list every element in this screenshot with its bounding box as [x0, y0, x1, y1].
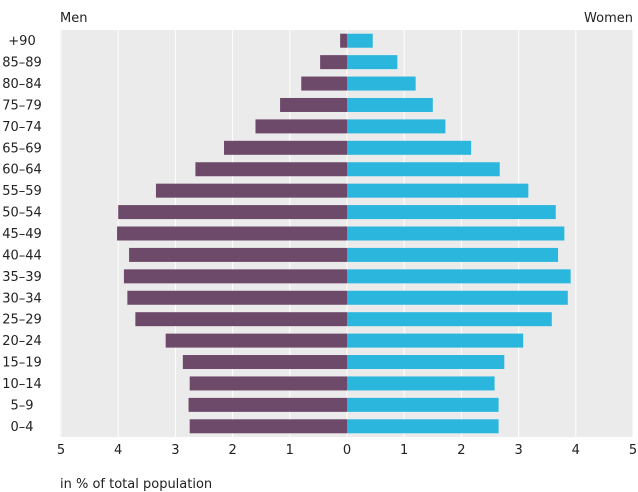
- bar-men: [224, 140, 347, 155]
- bar-women: [347, 162, 500, 177]
- x-tick-labels: 5 4 3 2 1 0 1 2 3 4 5: [57, 443, 637, 458]
- category-label: 35–39: [2, 270, 42, 285]
- x-tick-label: 2: [228, 443, 236, 458]
- bar-women: [347, 55, 398, 70]
- bar-men: [123, 269, 347, 284]
- bar-women: [347, 333, 524, 348]
- women-label: Women: [584, 11, 633, 26]
- category-label: 55–59: [2, 184, 42, 199]
- category-label: 75–79: [2, 98, 42, 113]
- x-axis-label: in % of total population: [60, 477, 212, 492]
- bar-men: [155, 183, 347, 198]
- category-label: 85–89: [2, 56, 42, 71]
- x-tick-label: 0: [343, 443, 351, 458]
- bar-men: [118, 205, 347, 220]
- bar-men: [129, 247, 347, 262]
- bar-men: [117, 226, 347, 241]
- bar-women: [347, 76, 416, 91]
- category-label: +90: [8, 34, 35, 49]
- x-tick-label: 1: [286, 443, 294, 458]
- category-label: 30–34: [2, 291, 42, 306]
- bar-men: [189, 419, 347, 434]
- category-label: 70–74: [2, 120, 42, 135]
- bar-men: [280, 97, 347, 112]
- bar-men: [127, 290, 348, 305]
- bar-women: [347, 397, 499, 412]
- bars: [117, 33, 571, 434]
- x-tick-label: 5: [57, 443, 65, 458]
- bar-women: [347, 97, 433, 112]
- x-tick-label: 4: [572, 443, 580, 458]
- x-tick-label: 3: [514, 443, 522, 458]
- category-label: 5–9: [10, 398, 33, 413]
- bar-men: [182, 355, 347, 370]
- bar-men: [255, 119, 347, 134]
- category-label: 0–4: [10, 420, 33, 435]
- bar-men: [340, 33, 347, 48]
- bar-women: [347, 205, 556, 220]
- bar-women: [347, 312, 552, 327]
- category-label: 50–54: [2, 206, 42, 221]
- bar-women: [347, 419, 499, 434]
- category-label: 20–24: [2, 334, 42, 349]
- category-label: 40–44: [2, 248, 42, 263]
- bar-women: [347, 247, 559, 262]
- category-label: 65–69: [2, 141, 42, 156]
- bar-men: [320, 55, 347, 70]
- category-label: 45–49: [2, 227, 42, 242]
- bar-women: [347, 376, 495, 391]
- bar-men: [165, 333, 347, 348]
- category-label: 10–14: [2, 377, 42, 392]
- x-tick-label: 2: [457, 443, 465, 458]
- bar-men: [188, 397, 347, 412]
- x-tick-label: 1: [400, 443, 408, 458]
- x-tick-label: 5: [629, 443, 637, 458]
- category-label: 80–84: [2, 77, 42, 92]
- category-labels: 0–4 5–9 10–14 15–19 20–24 25–29 30–34 35–39 40–4…: [2, 34, 42, 435]
- category-label: 25–29: [2, 313, 42, 328]
- bar-women: [347, 119, 446, 134]
- bar-men: [195, 162, 347, 177]
- x-tick-label: 4: [114, 443, 122, 458]
- category-label: 15–19: [2, 356, 42, 371]
- bar-women: [347, 183, 529, 198]
- bar-women: [347, 140, 472, 155]
- bar-women: [347, 33, 373, 48]
- bar-men: [135, 312, 347, 327]
- bar-men: [301, 76, 347, 91]
- bar-women: [347, 355, 505, 370]
- x-tick-label: 3: [171, 443, 179, 458]
- bar-men: [189, 376, 347, 391]
- men-label: Men: [60, 11, 87, 26]
- bar-women: [347, 269, 571, 284]
- bar-women: [347, 290, 568, 305]
- bar-women: [347, 226, 565, 241]
- category-label: 60–64: [2, 163, 42, 178]
